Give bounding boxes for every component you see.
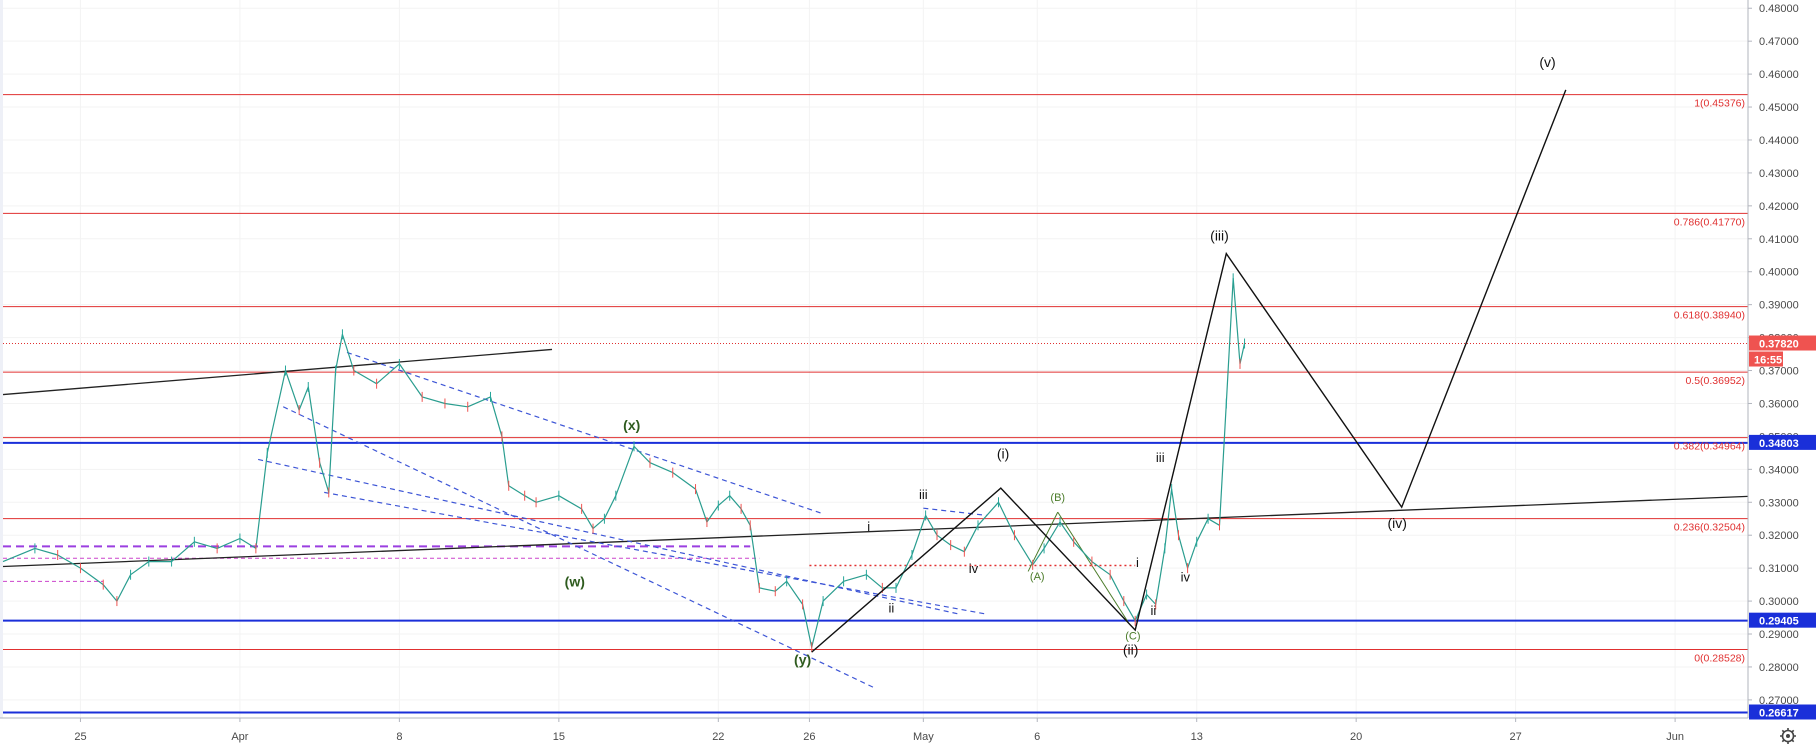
fib-level-label: 0.618(0.38940) bbox=[1674, 310, 1745, 322]
wave-label: (iii) bbox=[1210, 227, 1229, 243]
wave-label: (ii) bbox=[1123, 641, 1139, 657]
price-tick-label: 0.29000 bbox=[1759, 629, 1799, 641]
price-series bbox=[2, 273, 1246, 653]
blue-price-tag bbox=[1749, 704, 1816, 720]
wave-label: ii bbox=[889, 601, 895, 616]
wave-label: i bbox=[867, 519, 870, 534]
trend-lines bbox=[2, 348, 1749, 689]
fib-level-label: 0(0.28528) bbox=[1694, 653, 1745, 665]
time-tick-label: 22 bbox=[712, 731, 724, 743]
countdown-tag bbox=[1749, 351, 1783, 367]
last-price-tag bbox=[1749, 335, 1816, 351]
trend-line bbox=[1057, 511, 1129, 623]
time-tick-label: Apr bbox=[231, 731, 248, 743]
time-tick-label: 6 bbox=[1034, 731, 1040, 743]
price-tick-label: 0.43000 bbox=[1759, 168, 1799, 180]
price-tick-label: 0.33000 bbox=[1759, 497, 1799, 509]
blue-price-tag-label: 0.34803 bbox=[1759, 438, 1799, 450]
fib-level-label: 0.5(0.36952) bbox=[1685, 375, 1745, 387]
price-tick-label: 0.47000 bbox=[1759, 36, 1799, 48]
horizontal-levels bbox=[3, 94, 1748, 714]
wave-projection-path bbox=[811, 89, 1567, 653]
time-tick-label: 13 bbox=[1191, 731, 1203, 743]
trend-line bbox=[923, 507, 988, 517]
time-tick-label: 20 bbox=[1350, 731, 1362, 743]
trend-line bbox=[324, 491, 988, 615]
price-tick-label: 0.46000 bbox=[1759, 69, 1799, 81]
price-tick-label: 0.27000 bbox=[1759, 695, 1799, 707]
fib-level-label: 1(0.45376) bbox=[1694, 98, 1745, 110]
blue-price-tag bbox=[1749, 434, 1816, 450]
wave-label: (x) bbox=[623, 417, 640, 433]
trend-line bbox=[2, 495, 1749, 568]
wave-label: iv bbox=[969, 561, 979, 576]
countdown-tag-label: 16:55 bbox=[1754, 355, 1782, 367]
time-tick-label: Jun bbox=[1666, 731, 1684, 743]
time-tick-label: 25 bbox=[74, 731, 86, 743]
time-axis[interactable]: 25 Apr 8 15 22 26 May 6 13 20 27 Jun bbox=[0, 717, 1748, 743]
price-tick-label: 0.42000 bbox=[1759, 201, 1799, 213]
wave-label: (iv) bbox=[1387, 515, 1406, 531]
trend-line bbox=[282, 406, 876, 689]
fib-level-label: 0.236(0.32504) bbox=[1674, 522, 1745, 534]
price-tick-label: 0.37000 bbox=[1759, 366, 1799, 378]
time-tick-label: 15 bbox=[553, 731, 565, 743]
trend-line bbox=[258, 458, 960, 615]
price-tick-label: 0.36000 bbox=[1759, 398, 1799, 410]
time-tick-label: 26 bbox=[803, 731, 815, 743]
wave-label: (B) bbox=[1050, 492, 1065, 504]
wave-label: i bbox=[1136, 555, 1139, 570]
trend-line bbox=[2, 348, 553, 396]
wave-label: (i) bbox=[997, 445, 1009, 461]
price-axis[interactable]: 0.48000 0.47000 0.46000 0.45000 0.44000 0.430… bbox=[1747, 0, 1818, 720]
wave-label: (C) bbox=[1125, 630, 1140, 642]
blue-price-tag-label: 0.26617 bbox=[1759, 707, 1799, 719]
wave-label: ii bbox=[1151, 603, 1157, 618]
price-tick-label: 0.31000 bbox=[1759, 563, 1799, 575]
wave-labels: (x)(w)(y)iiiiiiiv(i)(B)(A)(C)(ii)iiiiiii… bbox=[565, 54, 1556, 667]
wave-label: (w) bbox=[565, 574, 585, 590]
price-tick-label: 0.30000 bbox=[1759, 596, 1799, 608]
last-price-tag-label: 0.37820 bbox=[1759, 339, 1799, 351]
wave-label: iii bbox=[1156, 450, 1165, 465]
price-tick-label: 0.45000 bbox=[1759, 102, 1799, 114]
wave-label: iv bbox=[1181, 569, 1191, 584]
blue-price-tag-label: 0.29405 bbox=[1759, 616, 1799, 628]
price-tick-label: 0.28000 bbox=[1759, 662, 1799, 674]
price-tick-label: 0.44000 bbox=[1759, 135, 1799, 147]
price-tick-label: 0.39000 bbox=[1759, 300, 1799, 312]
price-tick-label: 0.32000 bbox=[1759, 530, 1799, 542]
price-tick-label: 0.41000 bbox=[1759, 234, 1799, 246]
trend-line bbox=[346, 351, 824, 515]
time-tick-label: 27 bbox=[1510, 731, 1522, 743]
fib-labels: 1(0.45376) 0.786(0.41770) 0.618(0.38940) 0.… bbox=[1674, 98, 1745, 665]
wave-label: (y) bbox=[794, 651, 811, 667]
blue-price-tag bbox=[1749, 612, 1816, 628]
left-edge bbox=[0, 0, 3, 718]
time-tick-label: May bbox=[913, 731, 934, 743]
price-tick-label: 0.40000 bbox=[1759, 267, 1799, 279]
wave-label: iii bbox=[919, 487, 928, 502]
wave-label: (A) bbox=[1030, 571, 1045, 583]
settings-gear-icon[interactable] bbox=[1780, 728, 1796, 744]
wave-projection bbox=[811, 89, 1567, 653]
wave-label: (v) bbox=[1539, 54, 1555, 70]
price-tick-label: 0.34000 bbox=[1759, 464, 1799, 476]
fib-level-label: 0.382(0.34964) bbox=[1674, 441, 1745, 453]
price-tick-label: 0.48000 bbox=[1759, 3, 1799, 15]
time-tick-label: 8 bbox=[396, 731, 402, 743]
fib-level-label: 0.786(0.41770) bbox=[1674, 216, 1745, 228]
